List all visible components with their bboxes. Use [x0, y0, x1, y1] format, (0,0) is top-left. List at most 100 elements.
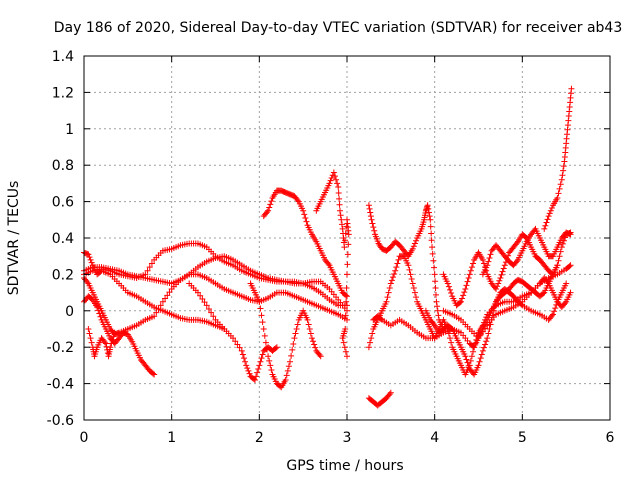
data-point — [307, 330, 314, 337]
data-point — [468, 264, 475, 271]
data-point — [387, 280, 394, 287]
data-point — [459, 295, 466, 302]
y-tick-label: 0.6 — [52, 195, 74, 211]
data-point — [266, 357, 273, 364]
chart-title: Day 186 of 2020, Sidereal Day-to-day VTE… — [54, 20, 623, 36]
data-point — [337, 212, 344, 219]
data-point — [239, 351, 246, 358]
data-point — [390, 274, 397, 281]
data-point — [205, 305, 212, 312]
y-tick-label: 0.8 — [52, 158, 74, 174]
data-point — [470, 260, 477, 267]
data-point — [336, 207, 343, 214]
data-point — [556, 253, 563, 260]
series-track-e — [81, 271, 350, 338]
data-point — [408, 275, 415, 282]
data-point — [428, 237, 435, 244]
data-point — [410, 243, 417, 250]
data-point — [484, 335, 491, 342]
data-point — [261, 332, 268, 339]
data-point — [369, 330, 376, 337]
data-point — [194, 289, 201, 296]
y-tick-label: 0 — [65, 304, 74, 320]
data-point — [462, 285, 469, 292]
data-point — [552, 305, 559, 312]
data-point — [411, 289, 418, 296]
data-point — [336, 201, 343, 208]
data-point — [283, 372, 290, 379]
data-point — [267, 201, 274, 208]
data-point — [480, 260, 487, 267]
data-point — [430, 320, 437, 327]
data-point — [395, 256, 402, 263]
data-point — [254, 369, 261, 376]
data-point — [387, 389, 394, 396]
data-point — [406, 266, 413, 273]
data-point — [327, 177, 334, 184]
data-point — [342, 237, 349, 244]
data-point — [433, 298, 440, 305]
data-point — [394, 260, 401, 267]
data-point — [476, 358, 483, 365]
data-point — [448, 290, 455, 297]
data-point — [343, 285, 350, 292]
data-point — [101, 339, 108, 346]
data-point — [308, 335, 315, 342]
data-point — [427, 223, 434, 230]
data-point — [558, 176, 565, 183]
data-point — [256, 362, 263, 369]
data-point — [84, 279, 91, 286]
data-point — [496, 277, 503, 284]
data-point — [259, 351, 266, 358]
data-point — [494, 283, 501, 290]
data-point — [411, 240, 418, 247]
data-point — [290, 341, 297, 348]
data-point — [466, 271, 473, 278]
data-point — [340, 339, 347, 346]
data-point — [548, 204, 555, 211]
data-point — [555, 190, 562, 197]
axis-ticks: 0 1 2 3 4 5 6 -0.6 -0.4 -0.2 0 0.2 0.4 0.6 0.8 1 1.2 1.4 — [47, 49, 615, 446]
data-point — [343, 298, 350, 305]
data-point — [88, 339, 95, 346]
data-point — [312, 344, 319, 351]
data-point — [246, 370, 253, 377]
data-point — [144, 267, 151, 274]
data-point — [567, 231, 574, 238]
data-point — [551, 308, 558, 315]
data-point — [326, 180, 333, 187]
data-point — [344, 261, 351, 268]
data-point — [559, 240, 566, 247]
data-point — [567, 289, 574, 296]
data-point — [341, 344, 348, 351]
series-track-q — [479, 225, 574, 278]
data-point — [260, 326, 267, 332]
data-point — [479, 256, 486, 263]
data-point — [159, 298, 166, 305]
data-point — [268, 198, 275, 205]
data-point — [444, 280, 451, 287]
data-point — [540, 290, 547, 297]
x-tick-label: 1 — [167, 430, 176, 446]
data-point — [110, 333, 117, 340]
data-point — [87, 335, 94, 342]
data-point — [483, 338, 490, 345]
data-point — [273, 344, 280, 351]
data-point — [148, 260, 155, 267]
data-point — [432, 285, 439, 292]
data-point — [546, 210, 553, 217]
data-point — [107, 344, 114, 351]
y-tick-label: -0.4 — [47, 377, 74, 393]
data-point — [109, 336, 116, 343]
data-point — [448, 339, 455, 346]
data-point — [388, 277, 395, 284]
data-point — [500, 265, 507, 272]
data-point — [487, 321, 494, 328]
x-tick-label: 0 — [80, 430, 89, 446]
data-point — [467, 357, 474, 364]
x-tick-label: 4 — [430, 430, 439, 446]
data-point — [345, 231, 352, 238]
data-point — [311, 341, 318, 348]
data-point — [287, 358, 294, 365]
data-point — [413, 294, 420, 301]
